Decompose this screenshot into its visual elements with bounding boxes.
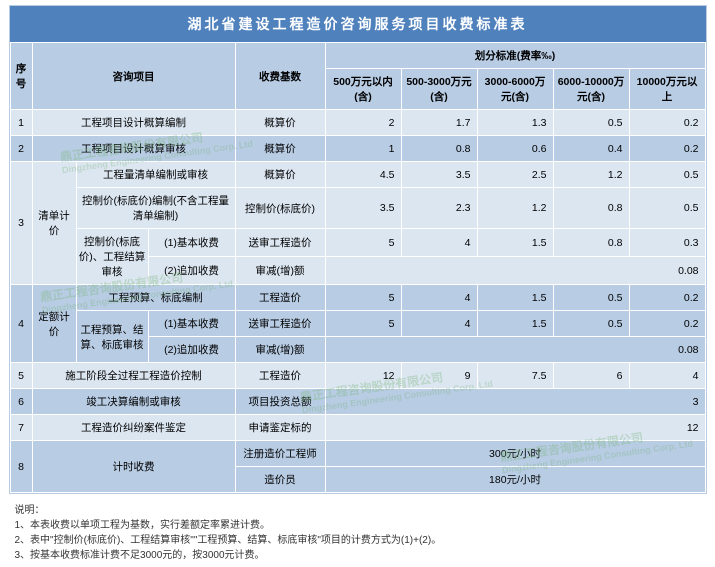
note-3: 3、按基本收费标准计费不足3000元的，按3000元计费。 bbox=[15, 548, 701, 563]
table-row: 7工程造价纠纷案件鉴定申请鉴定标的12 bbox=[10, 415, 705, 441]
table-title: 湖北省建设工程造价咨询服务项目收费标准表 bbox=[10, 6, 706, 42]
note-2: 2、表中"控制价(标底价)、工程结算审核""工程预算、结算、标底审核"项目的计费… bbox=[15, 533, 701, 548]
rate-4: 10000万元以上 bbox=[629, 69, 705, 110]
notes-title: 说明： bbox=[15, 503, 701, 518]
col-base: 收费基数 bbox=[235, 43, 325, 110]
header-row-1: 序号 咨询项目 收费基数 划分标准(费率‰) bbox=[10, 43, 705, 69]
table-row: 控制价(标底价)、工程结算审核(1)基本收费送审工程造价541.50.80.3 bbox=[10, 229, 705, 257]
pricing-table-container: 湖北省建设工程造价咨询服务项目收费标准表 序号 咨询项目 收费基数 划分标准(费… bbox=[9, 5, 707, 494]
table-row: 8计时收费注册造价工程师300元/小时 bbox=[10, 441, 705, 467]
table-row: 3清单计价工程量清单编制或审核概算价4.53.52.51.20.5 bbox=[10, 162, 705, 188]
table-row: 4定额计价工程预算、标底编制工程造价541.50.50.2 bbox=[10, 285, 705, 311]
note-1: 1、本表收费以单项工程为基数，实行差额定率累进计费。 bbox=[15, 518, 701, 533]
col-rate-group: 划分标准(费率‰) bbox=[325, 43, 705, 69]
notes-section: 说明： 1、本表收费以单项工程为基数，实行差额定率累进计费。 2、表中"控制价(… bbox=[9, 499, 707, 567]
rate-1: 500-3000万元(含) bbox=[401, 69, 477, 110]
table-row: 1工程项目设计概算编制概算价21.71.30.50.2 bbox=[10, 110, 705, 136]
rate-3: 6000-10000万元(含) bbox=[553, 69, 629, 110]
rate-2: 3000-6000万元(含) bbox=[477, 69, 553, 110]
col-item: 咨询项目 bbox=[32, 43, 235, 110]
table-row: 控制价(标底价)编制(不含工程量清单编制)控制价(标底价)3.52.31.20.… bbox=[10, 188, 705, 229]
col-seq: 序号 bbox=[10, 43, 32, 110]
rate-0: 500万元以内(含) bbox=[325, 69, 401, 110]
pricing-table: 序号 咨询项目 收费基数 划分标准(费率‰) 500万元以内(含) 500-30… bbox=[10, 42, 706, 493]
table-row: 6竣工决算编制或审核项目投资总额3 bbox=[10, 389, 705, 415]
table-row: 工程预算、结算、标底审核(1)基本收费送审工程造价541.50.50.2 bbox=[10, 311, 705, 337]
table-row: 2工程项目设计概算审核概算价10.80.60.40.2 bbox=[10, 136, 705, 162]
table-row: 5施工阶段全过程工程造价控制工程造价1297.564 bbox=[10, 363, 705, 389]
